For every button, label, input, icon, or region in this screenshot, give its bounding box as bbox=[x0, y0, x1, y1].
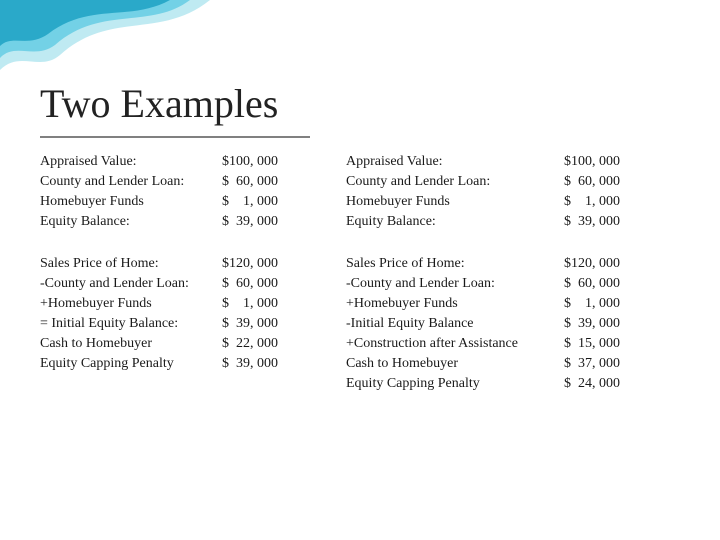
row-label: Equity Capping Penalty bbox=[40, 354, 222, 374]
row-label: -Initial Equity Balance bbox=[346, 314, 564, 334]
example-right-column: Appraised Value: County and Lender Loan:… bbox=[346, 152, 664, 394]
row-value: $ 1, 000 bbox=[222, 294, 322, 314]
row-value: $ 39, 000 bbox=[564, 314, 664, 334]
right-block-2: Sales Price of Home: -County and Lender … bbox=[346, 254, 664, 394]
row-label: Equity Capping Penalty bbox=[346, 374, 564, 394]
row-label: Cash to Homebuyer bbox=[346, 354, 564, 374]
row-value: $ 60, 000 bbox=[222, 172, 322, 192]
left-block-2: Sales Price of Home: -County and Lender … bbox=[40, 254, 322, 374]
row-value: $ 39, 000 bbox=[564, 212, 664, 232]
row-label: +Construction after Assistance bbox=[346, 334, 564, 354]
row-label: Appraised Value: bbox=[346, 152, 564, 172]
row-value: $ 39, 000 bbox=[222, 212, 322, 232]
row-value: $100, 000 bbox=[564, 152, 664, 172]
row-value: $ 60, 000 bbox=[222, 274, 322, 294]
row-value: $ 1, 000 bbox=[564, 294, 664, 314]
row-label: = Initial Equity Balance: bbox=[40, 314, 222, 334]
row-label: Sales Price of Home: bbox=[346, 254, 564, 274]
row-label: Equity Balance: bbox=[346, 212, 564, 232]
left-block-1: Appraised Value: County and Lender Loan:… bbox=[40, 152, 322, 232]
row-value: $ 1, 000 bbox=[564, 192, 664, 212]
corner-wave-art bbox=[0, 0, 210, 90]
row-value: $ 39, 000 bbox=[222, 314, 322, 334]
row-value: $ 37, 000 bbox=[564, 354, 664, 374]
row-label: County and Lender Loan: bbox=[40, 172, 222, 192]
examples-columns: Appraised Value: County and Lender Loan:… bbox=[40, 152, 680, 394]
row-value: $ 1, 000 bbox=[222, 192, 322, 212]
title-underline bbox=[40, 136, 310, 138]
row-value: $120, 000 bbox=[564, 254, 664, 274]
row-label: -County and Lender Loan: bbox=[40, 274, 222, 294]
row-value: $ 22, 000 bbox=[222, 334, 322, 354]
row-label: -County and Lender Loan: bbox=[346, 274, 564, 294]
row-value: $120, 000 bbox=[222, 254, 322, 274]
row-label: Homebuyer Funds bbox=[40, 192, 222, 212]
slide-title: Two Examples bbox=[40, 80, 278, 127]
row-value: $100, 000 bbox=[222, 152, 322, 172]
row-value: $ 60, 000 bbox=[564, 274, 664, 294]
row-value: $ 24, 000 bbox=[564, 374, 664, 394]
row-label: County and Lender Loan: bbox=[346, 172, 564, 192]
row-value: $ 15, 000 bbox=[564, 334, 664, 354]
row-value: $ 60, 000 bbox=[564, 172, 664, 192]
row-label: Sales Price of Home: bbox=[40, 254, 222, 274]
row-label: +Homebuyer Funds bbox=[346, 294, 564, 314]
right-block-1: Appraised Value: County and Lender Loan:… bbox=[346, 152, 664, 232]
row-label: +Homebuyer Funds bbox=[40, 294, 222, 314]
row-label: Appraised Value: bbox=[40, 152, 222, 172]
row-label: Equity Balance: bbox=[40, 212, 222, 232]
row-label: Homebuyer Funds bbox=[346, 192, 564, 212]
example-left-column: Appraised Value: County and Lender Loan:… bbox=[40, 152, 322, 394]
row-label: Cash to Homebuyer bbox=[40, 334, 222, 354]
row-value: $ 39, 000 bbox=[222, 354, 322, 374]
